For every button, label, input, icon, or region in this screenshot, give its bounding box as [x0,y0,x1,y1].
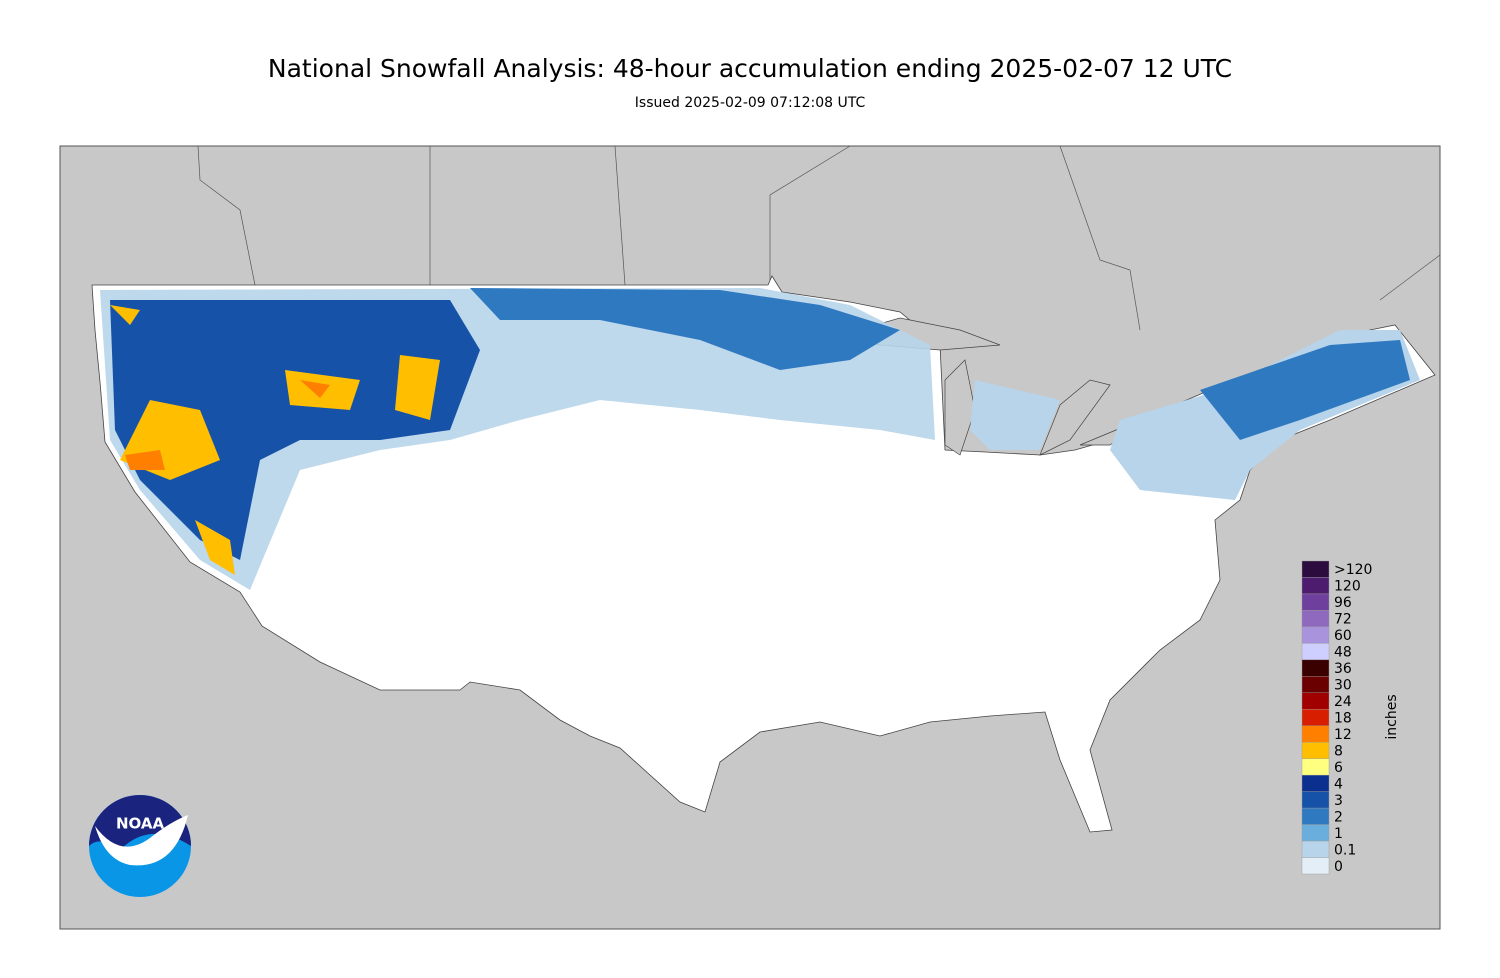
legend-swatch [1301,807,1330,825]
legend-label: 36 [1334,661,1352,677]
legend-swatch [1301,560,1330,578]
legend-label: 24 [1334,694,1352,710]
legend-swatch [1301,824,1330,842]
legend-label: 120 [1334,579,1361,595]
legend-swatch [1301,758,1330,776]
legend-swatch [1301,725,1330,743]
legend-swatch [1301,610,1330,628]
logo-text: NOAA [116,815,165,833]
legend-label: 6 [1334,760,1343,776]
legend-label: 48 [1334,645,1352,661]
legend-label: 3 [1334,793,1343,809]
noaa-logo: NOAA [89,795,191,897]
legend-swatch [1301,791,1330,809]
legend-swatch [1301,742,1330,759]
legend-label: 2 [1334,809,1343,825]
legend-label: 18 [1334,711,1352,727]
legend-label: 60 [1334,628,1352,644]
legend-swatch [1301,577,1330,595]
legend-swatch [1301,626,1330,644]
borders [197,145,1441,331]
legend-label: 8 [1334,743,1343,759]
legend-swatch [1301,840,1330,858]
subtitle: Issued 2025-02-09 07:12:08 UTC [635,95,866,111]
legend-label: 30 [1334,678,1352,694]
legend-label: 72 [1334,612,1352,628]
legend-units: inches [1384,694,1400,739]
legend-swatch [1301,692,1330,710]
legend-swatch [1301,774,1330,792]
legend-label: 4 [1334,776,1343,792]
legend-swatch [1301,857,1330,875]
title: National Snowfall Analysis: 48-hour accu… [268,54,1232,83]
legend-label: 0.1 [1334,842,1356,858]
legend-swatch [1301,659,1330,677]
legend-label: 0 [1334,859,1343,875]
legend-label: 96 [1334,595,1352,611]
legend-swatch [1301,676,1330,693]
legend-swatch [1301,643,1330,661]
legend-label: >120 [1334,562,1372,578]
legend-label: 12 [1334,727,1352,743]
map [59,145,1441,930]
legend-label: 1 [1334,826,1343,842]
snow-cover [100,288,1420,590]
legend-swatch [1301,593,1330,611]
legend-swatch [1301,709,1330,726]
